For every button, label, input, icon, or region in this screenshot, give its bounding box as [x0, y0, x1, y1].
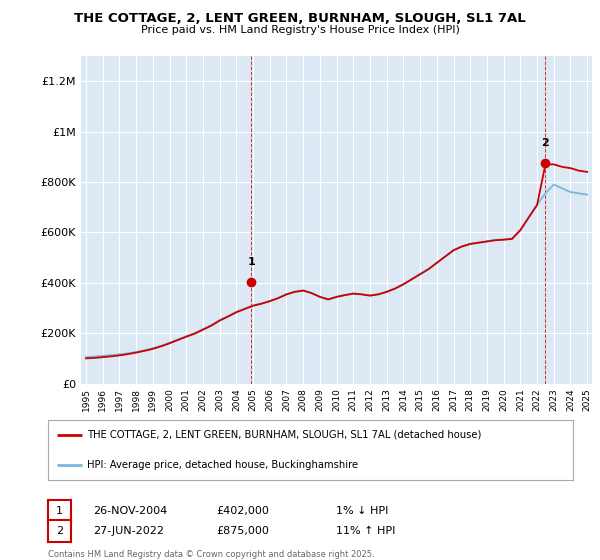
Text: HPI: Average price, detached house, Buckinghamshire: HPI: Average price, detached house, Buck…	[88, 460, 359, 470]
Text: 27-JUN-2022: 27-JUN-2022	[93, 526, 164, 536]
Text: £402,000: £402,000	[216, 506, 269, 516]
Text: 2: 2	[542, 138, 549, 148]
Text: 26-NOV-2004: 26-NOV-2004	[93, 506, 167, 516]
Text: Price paid vs. HM Land Registry's House Price Index (HPI): Price paid vs. HM Land Registry's House …	[140, 25, 460, 35]
Text: 1% ↓ HPI: 1% ↓ HPI	[336, 506, 388, 516]
Text: 2: 2	[56, 526, 63, 536]
Text: 1: 1	[248, 257, 255, 267]
Text: 1: 1	[56, 506, 63, 516]
Text: THE COTTAGE, 2, LENT GREEN, BURNHAM, SLOUGH, SL1 7AL: THE COTTAGE, 2, LENT GREEN, BURNHAM, SLO…	[74, 12, 526, 25]
Text: 11% ↑ HPI: 11% ↑ HPI	[336, 526, 395, 536]
Text: Contains HM Land Registry data © Crown copyright and database right 2025.
This d: Contains HM Land Registry data © Crown c…	[48, 550, 374, 560]
Text: £875,000: £875,000	[216, 526, 269, 536]
Text: THE COTTAGE, 2, LENT GREEN, BURNHAM, SLOUGH, SL1 7AL (detached house): THE COTTAGE, 2, LENT GREEN, BURNHAM, SLO…	[88, 430, 482, 440]
